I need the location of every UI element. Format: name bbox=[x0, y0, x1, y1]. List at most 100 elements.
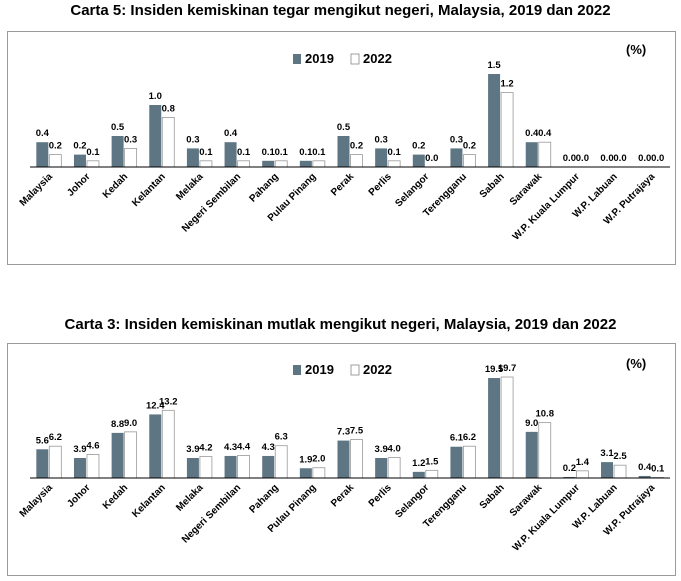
data-label-2022-pulau-pinang: 0.1 bbox=[312, 147, 326, 158]
data-label-2019-w-p-putrajaya: 0.0 bbox=[638, 153, 651, 164]
data-label-2022-malaysia: 6.2 bbox=[49, 432, 62, 443]
data-label-2022-w-p-kuala-lumpur: 1.4 bbox=[576, 457, 590, 468]
x-tick-label-perak: Perak bbox=[329, 171, 356, 198]
x-tick-label-malaysia: Malaysia bbox=[18, 482, 56, 520]
bar-chart-carta-5: 2019 2022(%)0.40.2Malaysia0.20.1Johor0.50… bbox=[18, 42, 670, 243]
bar-2019-selangor bbox=[412, 154, 425, 167]
data-label-2022-melaka: 0.1 bbox=[199, 147, 213, 158]
data-label-2022-w-p-labuan: 2.5 bbox=[613, 451, 627, 462]
bar-2022-negeri-sembilan bbox=[237, 160, 250, 168]
data-label-2022-w-p-labuan: 0.0 bbox=[613, 153, 626, 164]
data-label-2022-negeri-sembilan: 4.4 bbox=[237, 441, 251, 452]
bar-2022-sabah bbox=[500, 92, 514, 168]
bar-2022-kelantan bbox=[161, 409, 175, 479]
legend-swatch-2019 bbox=[293, 365, 301, 375]
bar-2019-negeri-sembilan bbox=[224, 142, 237, 167]
bar-2019-malaysia bbox=[36, 142, 49, 167]
data-label-2019-kedah: 8.8 bbox=[111, 419, 124, 430]
data-label-2019-w-p-kuala-lumpur: 0.2 bbox=[563, 463, 576, 474]
bar-2022-pulau-pinang bbox=[312, 160, 326, 168]
bar-2022-malaysia bbox=[48, 154, 62, 168]
data-label-2022-w-p-kuala-lumpur: 0.0 bbox=[576, 153, 589, 164]
data-label-2022-terengganu: 0.2 bbox=[463, 141, 476, 152]
data-label-2019-negeri-sembilan: 4.3 bbox=[224, 442, 237, 453]
bar-2019-malaysia bbox=[36, 449, 49, 478]
data-label-2022-johor: 4.6 bbox=[86, 440, 99, 451]
legend-swatch-2022 bbox=[350, 364, 360, 376]
bar-2019-kedah bbox=[111, 136, 124, 167]
bar-2022-kelantan bbox=[161, 117, 175, 168]
x-tick-label-kelantan: Kelantan bbox=[130, 482, 168, 520]
bar-2019-w-p-labuan bbox=[601, 462, 614, 478]
data-label-2019-pulau-pinang: 0.1 bbox=[299, 147, 313, 158]
data-label-2022-kelantan: 13.2 bbox=[159, 396, 178, 407]
data-label-2019-terengganu: 0.3 bbox=[450, 134, 463, 145]
bar-2019-perak bbox=[337, 440, 350, 478]
bar-2019-kelantan bbox=[149, 414, 162, 478]
legend: 2019 2022 bbox=[293, 51, 392, 66]
data-label-2022-terengganu: 6.2 bbox=[463, 432, 476, 443]
data-label-2019-w-p-labuan: 0.0 bbox=[600, 153, 613, 164]
data-label-2022-pahang: 0.1 bbox=[275, 147, 289, 158]
data-label-2019-w-p-putrajaya: 0.4 bbox=[638, 462, 652, 473]
bar-2022-perak bbox=[350, 439, 363, 479]
bar-2022-perlis bbox=[387, 160, 401, 168]
data-label-2022-selangor: 0.0 bbox=[425, 153, 438, 164]
x-tick-label-melaka: Melaka bbox=[174, 171, 206, 203]
data-label-2022-perlis: 0.1 bbox=[388, 147, 402, 158]
data-label-2022-pahang: 6.3 bbox=[275, 432, 288, 443]
data-label-2022-kedah: 0.3 bbox=[124, 134, 137, 145]
data-label-2022-perak: 0.2 bbox=[350, 141, 363, 152]
data-label-2019-sarawak: 0.4 bbox=[525, 128, 539, 139]
data-label-2022-malaysia: 0.2 bbox=[49, 141, 62, 152]
data-label-2019-malaysia: 0.4 bbox=[36, 128, 50, 139]
data-label-2022-sarawak: 0.4 bbox=[538, 128, 552, 139]
bar-2022-pahang bbox=[274, 445, 288, 479]
data-label-2019-malaysia: 5.6 bbox=[36, 435, 49, 446]
data-label-2022-perlis: 4.0 bbox=[388, 443, 401, 454]
data-label-2019-w-p-labuan: 3.1 bbox=[600, 448, 614, 459]
bar-2022-perak bbox=[350, 154, 363, 168]
x-tick-label-kelantan: Kelantan bbox=[130, 171, 168, 209]
bar-2022-selangor bbox=[425, 469, 439, 479]
data-label-2022-sarawak: 10.8 bbox=[535, 409, 554, 420]
bar-2019-terengganu bbox=[450, 148, 463, 167]
bar-2022-pulau-pinang bbox=[312, 467, 326, 479]
bar-2022-terengganu bbox=[463, 445, 476, 479]
data-label-2019-negeri-sembilan: 0.4 bbox=[224, 128, 238, 139]
data-label-2019-w-p-kuala-lumpur: 0.0 bbox=[563, 153, 576, 164]
bar-2022-w-p-labuan bbox=[613, 464, 627, 479]
x-tick-label-johor: Johor bbox=[65, 482, 92, 509]
legend-label-2019: 2019 bbox=[305, 362, 334, 377]
x-tick-label-perak: Perak bbox=[329, 482, 356, 509]
bar-2019-perlis bbox=[375, 458, 388, 478]
data-label-2019-pulau-pinang: 1.9 bbox=[299, 454, 312, 465]
data-label-2022-sabah: 19.7 bbox=[498, 363, 517, 374]
bar-2022-johor bbox=[86, 454, 100, 479]
bar-2019-sarawak bbox=[525, 142, 538, 167]
data-label-2019-perak: 0.5 bbox=[337, 122, 351, 133]
data-label-2019-kelantan: 12.4 bbox=[146, 400, 165, 411]
unit-label: (%) bbox=[626, 42, 646, 57]
data-label-2019-perlis: 0.3 bbox=[375, 134, 388, 145]
x-tick-label-w-p-kuala-lumpur: W.P. Kuala Lumpur bbox=[511, 482, 582, 553]
chart-title-carta-5: Carta 5: Insiden kemiskinan tegar mengik… bbox=[70, 2, 611, 19]
data-label-2019-pahang: 0.1 bbox=[262, 147, 276, 158]
data-label-2022-negeri-sembilan: 0.1 bbox=[237, 147, 251, 158]
x-tick-label-perlis: Perlis bbox=[367, 482, 394, 509]
data-label-2019-sabah: 19.5 bbox=[485, 364, 504, 375]
unit-label: (%) bbox=[626, 356, 646, 371]
bar-2019-melaka bbox=[186, 148, 199, 167]
data-label-2022-w-p-putrajaya: 0.0 bbox=[651, 153, 664, 164]
legend-label-2019: 2019 bbox=[305, 51, 334, 66]
x-tick-label-perlis: Perlis bbox=[367, 171, 394, 198]
data-label-2022-perak: 7.5 bbox=[350, 426, 364, 437]
data-label-2019-kelantan: 1.0 bbox=[149, 91, 162, 102]
bar-2019-w-p-putrajaya bbox=[638, 475, 651, 478]
data-label-2019-johor: 0.2 bbox=[73, 141, 86, 152]
x-tick-label-selangor: Selangor bbox=[393, 171, 431, 209]
data-label-2019-sarawak: 9.0 bbox=[525, 418, 538, 429]
x-tick-label-melaka: Melaka bbox=[174, 482, 206, 514]
bar-2022-sarawak bbox=[538, 422, 552, 479]
